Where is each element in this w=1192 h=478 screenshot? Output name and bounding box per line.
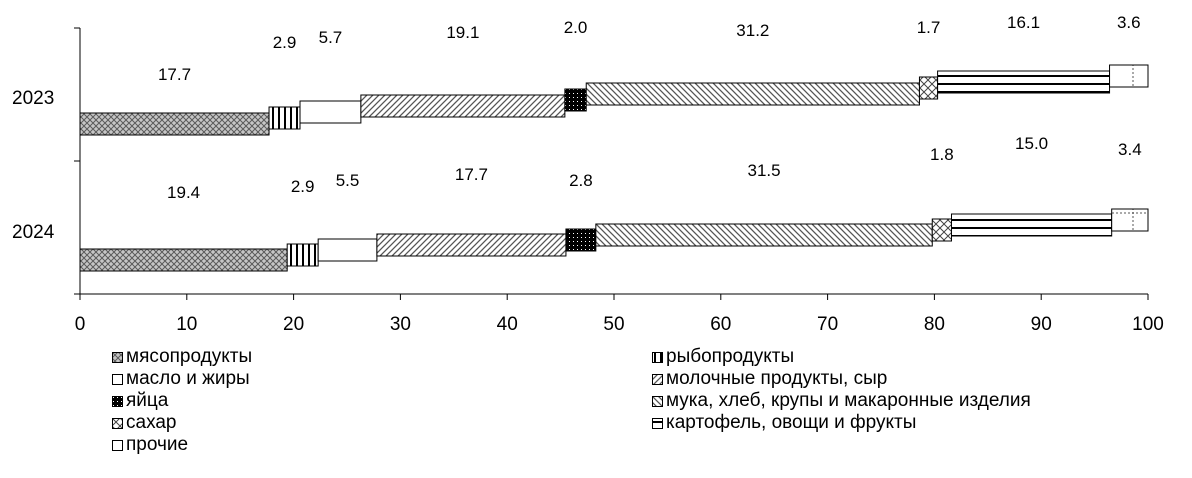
legend-label: рыбопродукты	[666, 346, 795, 367]
legend-swatch-icon	[652, 373, 663, 385]
bar-segment	[1111, 208, 1149, 232]
y-category-label: 2024	[12, 222, 55, 243]
legend-swatch-icon	[112, 417, 123, 429]
bar-segment	[286, 243, 319, 267]
data-label: 17.7	[455, 165, 488, 184]
bars-group	[79, 64, 1149, 272]
legend-label: яйца	[126, 390, 169, 411]
data-label: 31.2	[736, 21, 769, 40]
x-tick-label: 50	[603, 314, 624, 335]
data-label: 1.7	[917, 18, 941, 37]
data-label: 3.4	[1118, 140, 1142, 159]
legend-label: масло и жиры	[126, 368, 250, 389]
bar-segment	[376, 233, 567, 257]
legend-item: яйца	[112, 390, 168, 412]
bar-segment	[79, 112, 270, 136]
legend-label: мука, хлеб, крупы и макаронные изделия	[666, 390, 1031, 411]
legend-swatch-icon	[652, 417, 663, 429]
bar-segment	[565, 228, 597, 252]
bar-segment	[931, 218, 952, 242]
y-category-label: 2023	[12, 88, 54, 109]
data-label: 17.7	[158, 65, 191, 84]
bar-segment	[1109, 64, 1149, 88]
data-label: 19.4	[167, 183, 200, 202]
x-tick-label: 100	[1132, 314, 1164, 335]
labels-group: 17.7 2.9 5.7 19.1 2.0 31.2 1.7 16.1 3.6 19.4 2.9 5.…	[158, 13, 1142, 202]
x-tick-label: 70	[817, 314, 838, 335]
data-label: 15.0	[1015, 134, 1048, 153]
bar-segment	[918, 76, 939, 100]
legend-swatch-icon	[112, 351, 123, 363]
x-tick-label: 40	[497, 314, 518, 335]
bar-segment	[317, 238, 378, 262]
bar-segment	[299, 100, 362, 124]
legend-swatch-icon	[112, 395, 123, 407]
x-tick-label: 60	[710, 314, 731, 335]
legend-swatch-icon	[112, 439, 123, 451]
legend-label: сахар	[126, 412, 177, 433]
legend-item: рыбопродукты	[652, 346, 794, 368]
legend-label: мясопродукты	[126, 346, 253, 367]
bar-segment	[937, 70, 1111, 94]
legend-item: картофель, овощи и фрукты	[652, 412, 916, 434]
data-label: 5.5	[336, 171, 360, 190]
data-label: 2.9	[273, 33, 297, 52]
bar-segment	[595, 223, 933, 247]
data-label: 1.8	[930, 145, 954, 164]
data-label: 2.9	[291, 177, 315, 196]
legend-item: прочие	[112, 434, 188, 456]
legend-label: молочные продукты, сыр	[666, 368, 888, 389]
data-label: 2.8	[569, 171, 593, 190]
data-label: 2.0	[564, 18, 588, 37]
bar-segment	[950, 213, 1113, 237]
data-label: 31.5	[748, 161, 781, 180]
bar-segment	[564, 88, 587, 112]
x-tick-label: 30	[390, 314, 411, 335]
bar-segment	[268, 106, 301, 130]
legend-swatch-icon	[652, 351, 663, 363]
chart-legend: мясопродукты рыбопродукты масло и жиры моло…	[112, 346, 1192, 478]
legend-label: картофель, овощи и фрукты	[666, 412, 917, 433]
bar-segment	[79, 248, 288, 272]
data-label: 16.1	[1007, 13, 1040, 32]
x-tick-label: 80	[924, 314, 945, 335]
data-label: 19.1	[446, 23, 479, 42]
legend-swatch-icon	[112, 373, 123, 385]
x-tick-label: 20	[283, 314, 304, 335]
legend-item: молочные продукты, сыр	[652, 368, 887, 390]
data-label: 3.6	[1117, 13, 1141, 32]
data-label: 5.7	[319, 28, 343, 47]
axes-group: 0 10 20 30 40 50 60 70 80 90 100 2023 2024	[12, 27, 1164, 335]
legend-item: мясопродукты	[112, 346, 252, 368]
legend-label: прочие	[126, 434, 189, 455]
legend-swatch-icon	[652, 395, 663, 407]
x-tick-label: 0	[75, 314, 86, 335]
x-tick-label: 10	[176, 314, 197, 335]
legend-item: сахар	[112, 412, 177, 434]
legend-item: масло и жиры	[112, 368, 250, 390]
legend-item: мука, хлеб, крупы и макаронные изделия	[652, 390, 1031, 412]
bar-segment	[585, 82, 920, 106]
x-tick-label: 90	[1031, 314, 1052, 335]
bar-segment	[360, 94, 566, 118]
